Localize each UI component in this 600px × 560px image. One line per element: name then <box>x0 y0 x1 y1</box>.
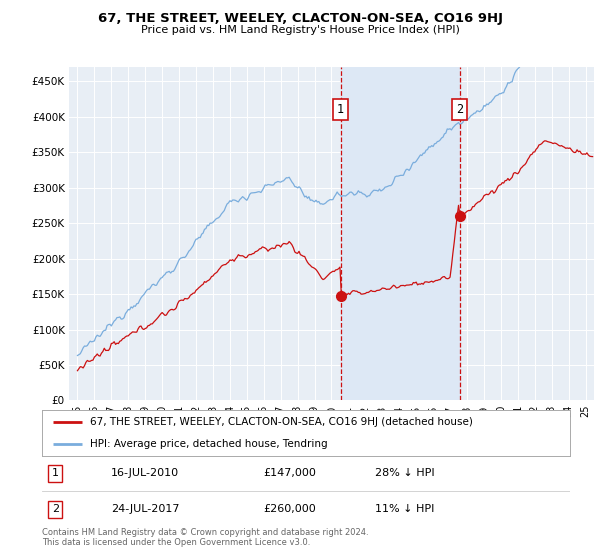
Text: 2: 2 <box>52 505 59 515</box>
Text: 16-JUL-2010: 16-JUL-2010 <box>110 468 179 478</box>
Text: 24-JUL-2017: 24-JUL-2017 <box>110 505 179 515</box>
Text: 67, THE STREET, WEELEY, CLACTON-ON-SEA, CO16 9HJ: 67, THE STREET, WEELEY, CLACTON-ON-SEA, … <box>97 12 503 25</box>
Text: 1: 1 <box>337 103 344 116</box>
Text: £260,000: £260,000 <box>264 505 317 515</box>
Text: 28% ↓ HPI: 28% ↓ HPI <box>374 468 434 478</box>
Text: £147,000: £147,000 <box>264 468 317 478</box>
Bar <box>341 67 460 400</box>
Text: 2: 2 <box>456 103 463 116</box>
Text: Contains HM Land Registry data © Crown copyright and database right 2024.
This d: Contains HM Land Registry data © Crown c… <box>42 528 368 547</box>
Text: 67, THE STREET, WEELEY, CLACTON-ON-SEA, CO16 9HJ (detached house): 67, THE STREET, WEELEY, CLACTON-ON-SEA, … <box>89 417 472 427</box>
Text: HPI: Average price, detached house, Tendring: HPI: Average price, detached house, Tend… <box>89 439 327 449</box>
Text: Price paid vs. HM Land Registry's House Price Index (HPI): Price paid vs. HM Land Registry's House … <box>140 25 460 35</box>
Text: 11% ↓ HPI: 11% ↓ HPI <box>374 505 434 515</box>
Text: 1: 1 <box>52 468 59 478</box>
